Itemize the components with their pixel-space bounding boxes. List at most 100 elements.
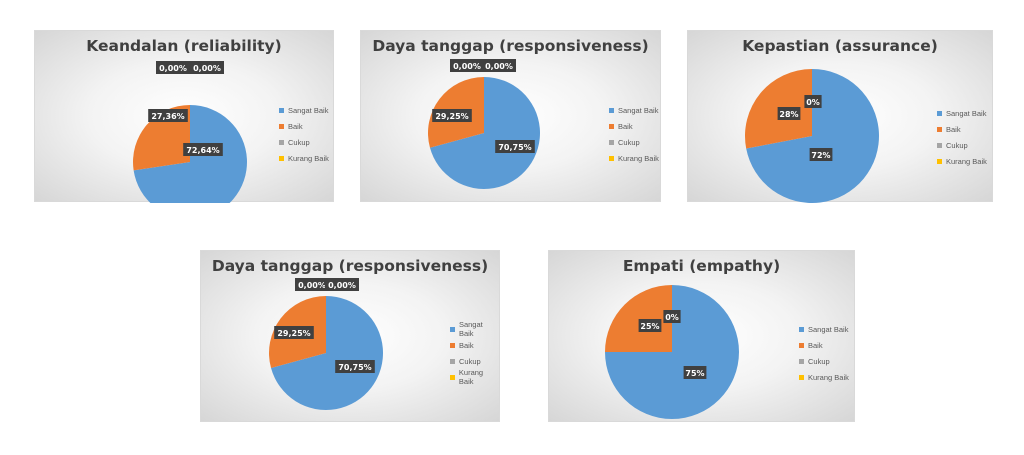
legend-item: Cukup — [799, 353, 849, 369]
pie-svg: 70,75% 29,25% 0,00% 0,00% — [428, 59, 540, 189]
data-label: 70,75% — [335, 360, 375, 373]
legend-swatch — [937, 110, 942, 116]
data-label: 0,00% — [190, 61, 224, 74]
legend-label: Cukup — [618, 137, 640, 147]
legend-item: Kurang Baik — [279, 150, 329, 166]
legend-item: Sangat Baik — [450, 320, 499, 338]
pie-chart-panel: Daya tanggap (responsiveness) 70,75% 29,25… — [200, 250, 500, 422]
legend-label: Baik — [946, 124, 961, 134]
svg-text:0,00%: 0,00% — [328, 281, 356, 290]
svg-text:25%: 25% — [640, 322, 659, 331]
legend-item: Sangat Baik — [609, 102, 659, 118]
legend-swatch — [279, 123, 284, 129]
pie-svg: 75% 25% 0% — [605, 285, 739, 419]
legend-swatch — [279, 139, 284, 145]
chart-legend: Sangat Baik Baik Cukup Kurang Baik — [450, 320, 499, 386]
svg-text:0,00%: 0,00% — [159, 64, 187, 73]
data-label: 0,00% — [450, 59, 484, 72]
legend-label: Kurang Baik — [808, 372, 849, 382]
pie-svg: 70,75% 29,25% 0,00% 0,00% — [269, 278, 383, 410]
legend-label: Sangat Baik — [458, 320, 483, 338]
legend-item: Baik — [937, 121, 987, 137]
legend-item: Sangat Baik — [279, 102, 329, 118]
legend-label: Cukup — [288, 137, 310, 147]
svg-text:75%: 75% — [685, 369, 704, 378]
legend-label: Kurang Baik — [946, 156, 987, 166]
data-label: 28% — [777, 107, 801, 120]
legend-item: Baik — [799, 337, 849, 353]
svg-text:29,25%: 29,25% — [277, 329, 310, 338]
legend-label: Baik — [618, 121, 633, 131]
legend-item: Sangat Baik — [937, 105, 987, 121]
legend-swatch — [937, 142, 942, 148]
svg-text:29,25%: 29,25% — [435, 112, 468, 121]
legend-label: Kurang Baik — [458, 368, 484, 386]
data-label: 0,00% — [295, 278, 329, 291]
svg-text:0,00%: 0,00% — [453, 62, 481, 71]
data-label: 0,00% — [325, 278, 359, 291]
pie-slice-sangat-baik — [746, 69, 879, 203]
legend-item: Cukup — [279, 134, 329, 150]
legend-label: Baik — [459, 340, 474, 350]
svg-text:72,64%: 72,64% — [186, 146, 219, 155]
chart-title: Kepastian (assurance) — [742, 37, 938, 55]
data-label: 25% — [638, 319, 662, 332]
legend-swatch — [609, 155, 614, 161]
chart-legend: Sangat Baik Baik Cukup Kurang Baik — [279, 102, 329, 166]
legend-swatch — [609, 139, 614, 145]
data-label: 0,00% — [156, 61, 190, 74]
legend-swatch — [279, 107, 284, 113]
data-label: 72% — [809, 148, 833, 161]
legend-swatch — [799, 342, 804, 348]
legend-swatch — [937, 126, 942, 132]
legend-label: Sangat Baik — [618, 105, 659, 115]
legend-item: Baik — [279, 118, 329, 134]
legend-label: Kurang Baik — [288, 153, 329, 163]
chart-legend: Sangat Baik Baik Cukup Kurang Baik — [937, 105, 987, 169]
legend-swatch — [799, 374, 804, 380]
legend-swatch — [609, 123, 614, 129]
pie-slice-sangat-baik — [429, 77, 540, 189]
chart-title: Keandalan (reliability) — [86, 37, 282, 55]
legend-label: Kurang Baik — [618, 153, 659, 163]
data-label: 75% — [683, 366, 707, 379]
legend-swatch — [799, 358, 804, 364]
legend-swatch — [937, 158, 942, 164]
svg-text:27,36%: 27,36% — [151, 112, 184, 121]
legend-item: Cukup — [937, 137, 987, 153]
data-label: 0,00% — [482, 59, 516, 72]
legend-label: Cukup — [459, 356, 481, 366]
legend-swatch — [279, 155, 284, 161]
legend-item: Baik — [450, 337, 499, 353]
legend-swatch — [609, 107, 614, 113]
svg-text:0,00%: 0,00% — [193, 64, 221, 73]
pie-chart-panel: Kepastian (assurance) 72% 28% 0% Sangat Baik… — [687, 30, 993, 203]
legend-label: Sangat Baik — [808, 324, 849, 334]
chart-title: Daya tanggap (responsiveness) — [211, 257, 489, 275]
svg-text:28%: 28% — [779, 110, 798, 119]
legend-swatch — [450, 374, 455, 380]
data-label: 70,75% — [495, 140, 535, 153]
data-label: 29,25% — [432, 109, 472, 122]
legend-label: Sangat Baik — [288, 105, 329, 115]
legend-label: Sangat Baik — [946, 108, 987, 118]
chart-legend: Sangat Baik Baik Cukup Kurang Baik — [799, 321, 849, 385]
data-label: 0% — [663, 310, 681, 323]
data-label: 0% — [804, 95, 822, 108]
pie-slice-baik — [605, 285, 672, 352]
pie-slice-sangat-baik — [271, 296, 383, 410]
legend-label: Baik — [288, 121, 303, 131]
svg-text:72%: 72% — [811, 151, 830, 160]
legend-swatch — [450, 326, 455, 332]
data-label: 72,64% — [183, 143, 223, 156]
legend-item: Baik — [609, 118, 659, 134]
svg-text:70,75%: 70,75% — [338, 363, 371, 372]
legend-item: Kurang Baik — [937, 153, 987, 169]
legend-item: Sangat Baik — [799, 321, 849, 337]
legend-item: Kurang Baik — [609, 150, 659, 166]
svg-text:0%: 0% — [806, 98, 820, 107]
data-label: 29,25% — [274, 326, 314, 339]
svg-text:70,75%: 70,75% — [498, 143, 531, 152]
pie-svg: 72% 28% 0% — [745, 69, 879, 203]
legend-label: Cukup — [946, 140, 968, 150]
